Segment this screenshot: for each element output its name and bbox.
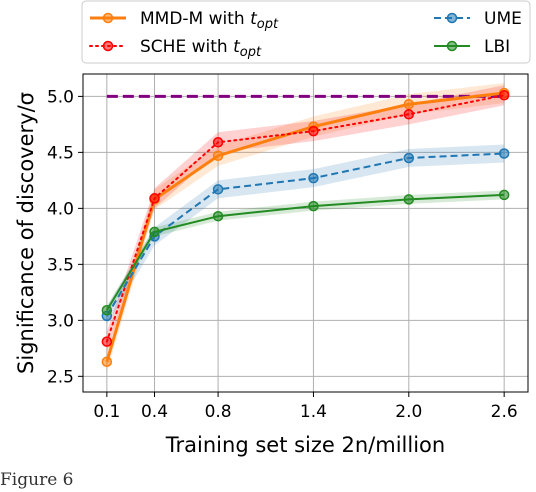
y-tick-label: 3.5 [47, 255, 74, 275]
x-tick-label: 1.4 [300, 402, 327, 422]
y-tick-label: 4.0 [47, 199, 74, 219]
series-2-band [106, 85, 505, 352]
x-tick-label: 0.4 [141, 402, 168, 422]
legend-label: SCHE with topt [140, 37, 262, 60]
series-3-line [105, 152, 505, 317]
series-2-point [212, 137, 224, 148]
series-4-point [498, 189, 510, 201]
series-4-point [101, 305, 113, 316]
series-1-band [106, 82, 505, 372]
series-1-point [403, 98, 415, 110]
legend-label: UME [484, 9, 522, 29]
legend: MMD-M with topt SCHE with topt UME LBI [81, 0, 531, 64]
series-2-point [101, 336, 113, 347]
series-4-band [106, 190, 505, 315]
series-2-point [308, 125, 319, 137]
tick-layer: 0.1 0.4 0.8 1.4 2.0 2.6 2.5 3.0 3.5 4.0 4.5 5.0 [47, 87, 518, 422]
series-4-point [403, 194, 415, 205]
x-tick-label: 0.8 [205, 402, 232, 422]
series-4-point [308, 200, 319, 212]
chart: 0.1 0.4 0.8 1.4 2.0 2.6 2.5 3.0 3.5 4.0 4.5 5.0 Tra… [14, 0, 531, 457]
series-4-point [149, 226, 160, 238]
legend-label: LBI [484, 37, 510, 57]
series-3-band [106, 144, 505, 325]
x-axis-label: Training set size 2n/million [165, 433, 445, 457]
y-tick-label: 2.5 [47, 367, 74, 387]
series-3-point [403, 152, 415, 164]
legend-swatch-marker [102, 12, 114, 24]
legend-box [81, 0, 531, 64]
figure-caption: Figure 6 [0, 470, 74, 490]
y-axis-label: Significance of discovery/σ [14, 92, 38, 374]
series-layer [101, 87, 510, 368]
series-2-point [149, 193, 160, 204]
series-2-point [403, 109, 415, 120]
series-3-point [498, 148, 510, 159]
series-3-point [308, 172, 319, 184]
x-tick-label: 2.6 [491, 402, 518, 422]
y-tick-label: 3.0 [47, 311, 74, 331]
legend-swatch-marker [446, 12, 458, 24]
legend-swatch-marker [102, 40, 114, 52]
series-1-line [105, 91, 505, 363]
y-tick-label: 5.0 [47, 87, 74, 107]
x-tick-label: 2.0 [395, 402, 422, 422]
band-layer [106, 82, 505, 372]
series-4-line [105, 193, 505, 311]
x-tick-label: 0.1 [93, 402, 120, 422]
series-1-point [101, 356, 113, 368]
series-3-point [212, 184, 224, 195]
y-tick-label: 4.5 [47, 143, 74, 163]
legend-swatch-marker [446, 40, 458, 52]
series-4-point [212, 210, 224, 222]
legend-label: MMD-M with topt [140, 9, 279, 32]
plot-frame [82, 73, 529, 393]
series-2-line [105, 94, 506, 343]
series-2-point [498, 90, 510, 101]
series-1-point [212, 150, 224, 161]
